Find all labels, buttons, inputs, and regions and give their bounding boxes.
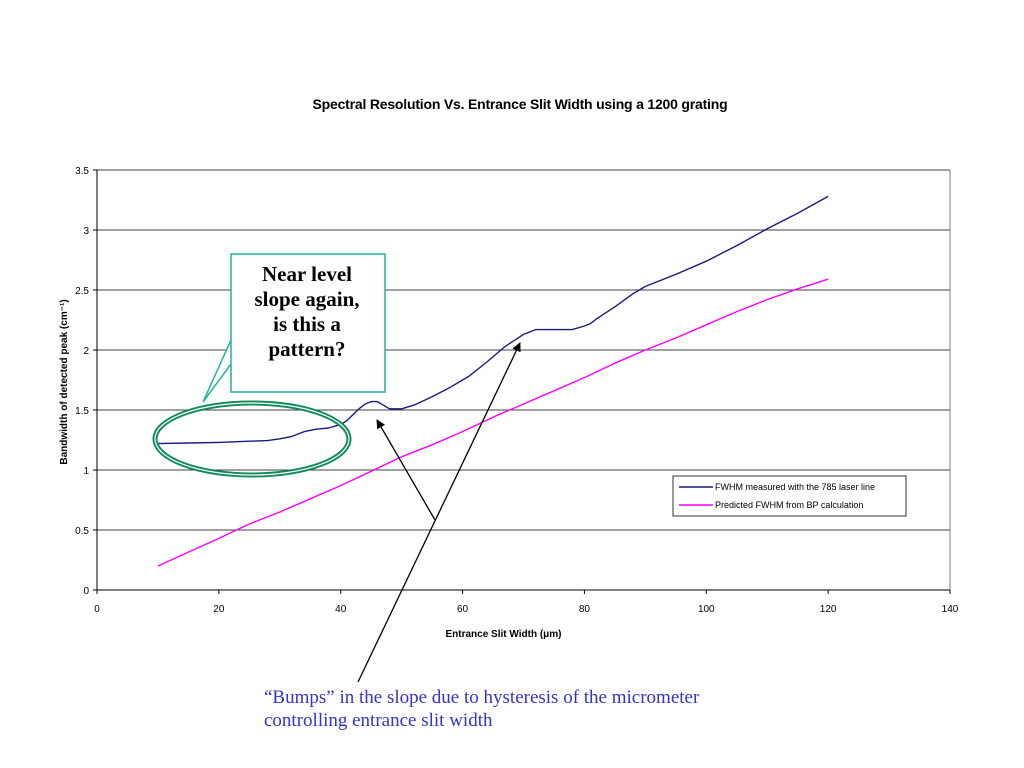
y-tick-label: 1 (83, 466, 89, 477)
gridlines (97, 169, 951, 590)
x-tick-label: 100 (698, 604, 715, 615)
y-tick-label: 3.5 (75, 166, 89, 177)
annotation-shapes (152, 253, 521, 683)
x-tick-label: 0 (94, 604, 100, 615)
highlight-ellipse-inner (154, 402, 350, 476)
y-tick-label: 2.5 (75, 286, 89, 297)
y-tick-label: 3 (83, 226, 89, 237)
series-lines (157, 195, 829, 567)
chart-title: Spectral Resolution Vs. Entrance Slit Wi… (312, 96, 728, 112)
callout-box (202, 253, 386, 403)
arrow-to-bump-70 (357, 342, 521, 683)
y-tick-label: 0 (83, 586, 89, 597)
legend-label: Predicted FWHM from BP calculation (715, 500, 863, 510)
y-tick-label: 1.5 (75, 406, 89, 417)
bottom-note: “Bumps” in the slope due to hysteresis o… (264, 687, 700, 731)
y-axis-label: Bandwidth of detected peak (cm⁻¹) (59, 299, 70, 464)
legend-box (672, 475, 907, 517)
tick-labels: 0 0.5 1 1.5 2 2.5 3 3.5 0 20 40 60 80 100 120 140 (75, 166, 959, 615)
legend-label: FWHM measured with the 785 laser line (715, 482, 875, 492)
y-tick-label: 0.5 (75, 526, 89, 537)
axes (93, 169, 951, 594)
x-tick-label: 80 (579, 604, 591, 615)
callout-text: Near level slope again, is this a patter… (254, 262, 360, 361)
x-tick-label: 40 (335, 604, 347, 615)
series-line-1 (157, 195, 829, 445)
y-tick-label: 2 (83, 346, 89, 357)
x-tick-label: 140 (942, 604, 959, 615)
x-tick-label: 20 (213, 604, 225, 615)
arrow-to-bump-45 (376, 419, 436, 521)
legend: FWHM measured with the 785 laser line Pre… (672, 475, 907, 517)
x-tick-label: 120 (820, 604, 837, 615)
x-axis-label: Entrance Slit Width (μm) (445, 629, 561, 640)
series-line-2 (157, 278, 829, 567)
x-tick-label: 60 (457, 604, 469, 615)
